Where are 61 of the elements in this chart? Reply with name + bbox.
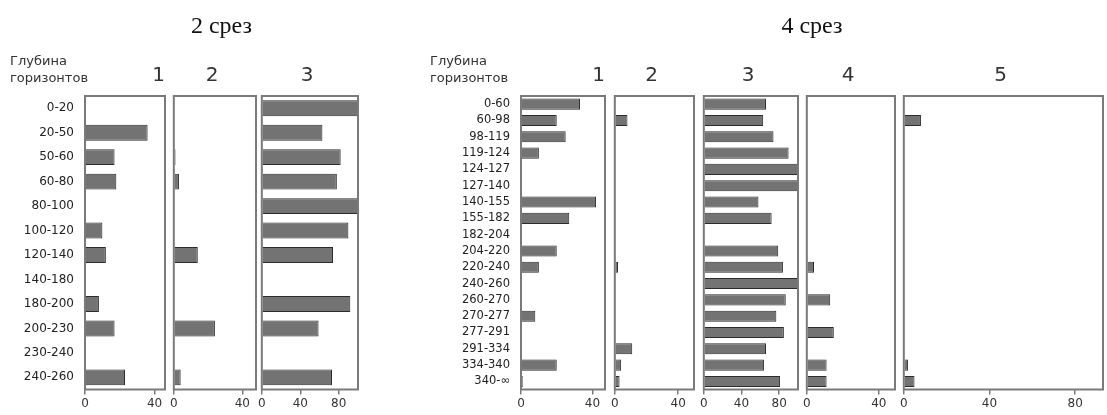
x-tick-label: 40	[981, 395, 998, 410]
y-tick-label: 80-100	[31, 198, 74, 213]
x-tick-label: 0	[900, 395, 908, 410]
chart-title: 2	[645, 62, 658, 87]
x-tick-label: 40	[234, 395, 250, 410]
x-tick-label: 0	[81, 395, 89, 410]
chart-title: 1	[152, 62, 165, 87]
y-tick-label: 124-127	[461, 161, 510, 176]
y-tick-label: 204-220	[461, 242, 510, 257]
text: 2 срез	[189, 12, 254, 39]
y-tick-label: 0-60	[483, 96, 510, 111]
y-axis-title: Глубина горизонтов	[10, 52, 90, 86]
chart-title: 2	[205, 62, 219, 87]
y-tick-label: 230-240	[23, 345, 74, 360]
y-axis-title: Глубина горизонтов	[430, 52, 510, 86]
y-tick-label: 127-140	[461, 177, 510, 192]
y-tick-label: 0-20	[46, 100, 74, 115]
y-tick-label: 155-182	[461, 210, 510, 225]
y-tick-label: 119-124	[461, 145, 510, 160]
y-tick-label: 98-119	[469, 128, 510, 143]
x-tick-label: 0	[803, 395, 811, 410]
y-tick-label: 140-180	[23, 271, 74, 286]
y-tick-label: 220-240	[461, 259, 510, 274]
x-tick-label: 0	[258, 395, 266, 410]
y-tick-label: 60-80	[39, 173, 74, 188]
y-tick-label: 182-204	[461, 226, 510, 241]
chart-title: 3	[741, 62, 755, 87]
y-tick-label: 291-334	[461, 340, 510, 355]
x-tick-label: 40	[292, 395, 308, 410]
y-tick-label: 240-260	[461, 275, 510, 290]
y-tick-label: 100-120	[23, 222, 74, 237]
y-tick-label: 120-140	[23, 247, 74, 262]
x-tick-label: 0	[170, 395, 178, 410]
chart-title: 3	[300, 62, 314, 87]
y-tick-label: 277-291	[461, 324, 510, 339]
y-tick-label: 334-340	[461, 357, 510, 372]
x-tick-label: 40	[871, 395, 887, 410]
text: 4 срез	[780, 12, 844, 39]
x-tick-label: 0	[611, 395, 619, 410]
chart-title: 4	[841, 62, 855, 87]
y-tick-label: 200-230	[23, 320, 74, 335]
x-tick-label: 40	[733, 395, 750, 410]
y-tick-label: 60-98	[476, 112, 510, 127]
x-tick-label: 80	[331, 395, 347, 410]
y-tick-label: 20-50	[39, 124, 74, 139]
x-tick-label: 40	[584, 395, 601, 410]
y-tick-label: 180-200	[23, 296, 74, 311]
y-tick-label: 50-60	[39, 149, 74, 164]
y-tick-label: 240-260	[23, 369, 74, 384]
x-tick-label: 0	[517, 395, 525, 410]
y-tick-label: 140-155	[461, 194, 510, 209]
chart-title: 1	[592, 62, 605, 87]
x-tick-label: 40	[146, 395, 163, 410]
x-tick-label: 80	[771, 395, 787, 410]
x-tick-label: 0	[700, 395, 708, 410]
y-tick-label: 260-270	[461, 291, 510, 306]
y-tick-label: 270-277	[461, 308, 510, 323]
x-tick-label: 40	[670, 395, 686, 410]
x-tick-label: 80	[1067, 395, 1083, 410]
y-tick-label: 340-∞	[474, 373, 510, 388]
chart-title: 5	[994, 62, 1007, 87]
